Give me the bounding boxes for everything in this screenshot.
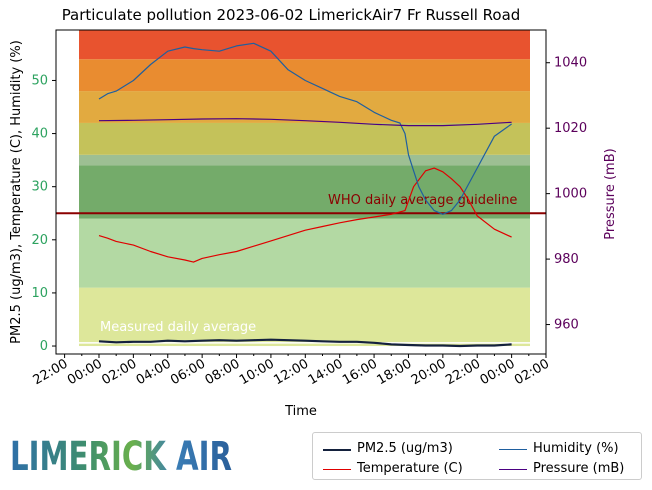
x-tick-label-5: 08:00 [203, 356, 243, 388]
aqi-band-5 [79, 91, 530, 123]
legend-swatch-0 [323, 449, 351, 451]
series-line-3 [98, 118, 512, 127]
x-tick-label-4: 06:00 [168, 356, 208, 388]
x-tick-label-11: 20:00 [409, 356, 449, 388]
reference-label-0: WHO daily average guideline [328, 193, 517, 208]
y-tick-label-0: 0 [40, 339, 48, 354]
x-tick-label-0: 22:00 [31, 356, 71, 388]
x-tick-label-2: 02:00 [99, 356, 139, 388]
x-axis-label: Time [284, 404, 317, 419]
aqi-band-2 [79, 165, 530, 219]
y-tick-label-1: 10 [31, 286, 48, 301]
legend-swatch-2 [499, 449, 527, 450]
aqi-band-3 [79, 154, 530, 166]
x-tick-label-9: 16:00 [340, 356, 380, 388]
series-lines [98, 42, 512, 348]
background-bands [79, 30, 530, 347]
aqi-band-0 [79, 287, 530, 347]
chart-svg: WHO daily average guideline Measured dail… [9, 29, 618, 419]
legend-swatch-3 [499, 469, 527, 470]
y-axis-label: PM2.5 (ug/m3), Temperature (C), Humidity… [9, 40, 24, 344]
y2-tick-label-2: 1000 [554, 187, 587, 202]
plot-frame [55, 29, 547, 355]
legend-label-0: PM2.5 (ug/m3) [357, 441, 453, 456]
x-tick-label-6: 10:00 [237, 356, 277, 388]
x-tick-label-7: 12:00 [271, 356, 311, 388]
aqi-band-6 [79, 59, 530, 92]
svg-text:LIMERICK AIR: LIMERICK AIR [10, 434, 232, 476]
y2-tick-label-0: 960 [554, 318, 579, 333]
aqi-band-4 [79, 122, 530, 155]
legend-label-1: Temperature (C) [357, 461, 463, 476]
reference-lines: WHO daily average guideline Measured dail… [56, 193, 546, 344]
x-tick-label-12: 22:00 [443, 356, 483, 388]
reference-label-1: Measured daily average [100, 320, 256, 335]
legend-label-3: Pressure (mB) [533, 461, 625, 476]
y-tick-label-4: 40 [31, 127, 48, 142]
y-tick-label-3: 30 [31, 180, 48, 195]
x-tick-label-10: 18:00 [375, 356, 415, 388]
series-line-0 [98, 338, 512, 348]
chart-legend: PM2.5 (ug/m3) Temperature (C) Humidity (%)… [312, 432, 642, 480]
x-tick-label-8: 14:00 [306, 356, 346, 388]
legend-swatch-1 [323, 469, 351, 470]
x-tick-label-1: 00:00 [65, 356, 105, 388]
y2-tick-label-4: 1040 [554, 56, 587, 71]
x-tick-label-13: 00:00 [478, 356, 518, 388]
legend-label-2: Humidity (%) [533, 441, 619, 456]
chart-title: Particulate pollution 2023-06-02 Limeric… [61, 6, 521, 24]
y2-tick-label-1: 980 [554, 252, 579, 267]
x-tick-label-14: 02:00 [512, 356, 552, 388]
series-line-2 [98, 42, 512, 215]
aqi-band-1 [79, 218, 530, 288]
y2-tick-label-3: 1020 [554, 121, 587, 136]
aqi-band-7 [79, 30, 530, 60]
x-tick-label-3: 04:00 [134, 356, 174, 388]
y-tick-label-5: 50 [31, 73, 48, 88]
series-line-1 [98, 167, 512, 263]
y2-axis-label: Pressure (mB) [603, 148, 618, 239]
limerick-air-logo: LIMERICK AIR [10, 434, 232, 476]
y-tick-label-2: 20 [31, 233, 48, 248]
